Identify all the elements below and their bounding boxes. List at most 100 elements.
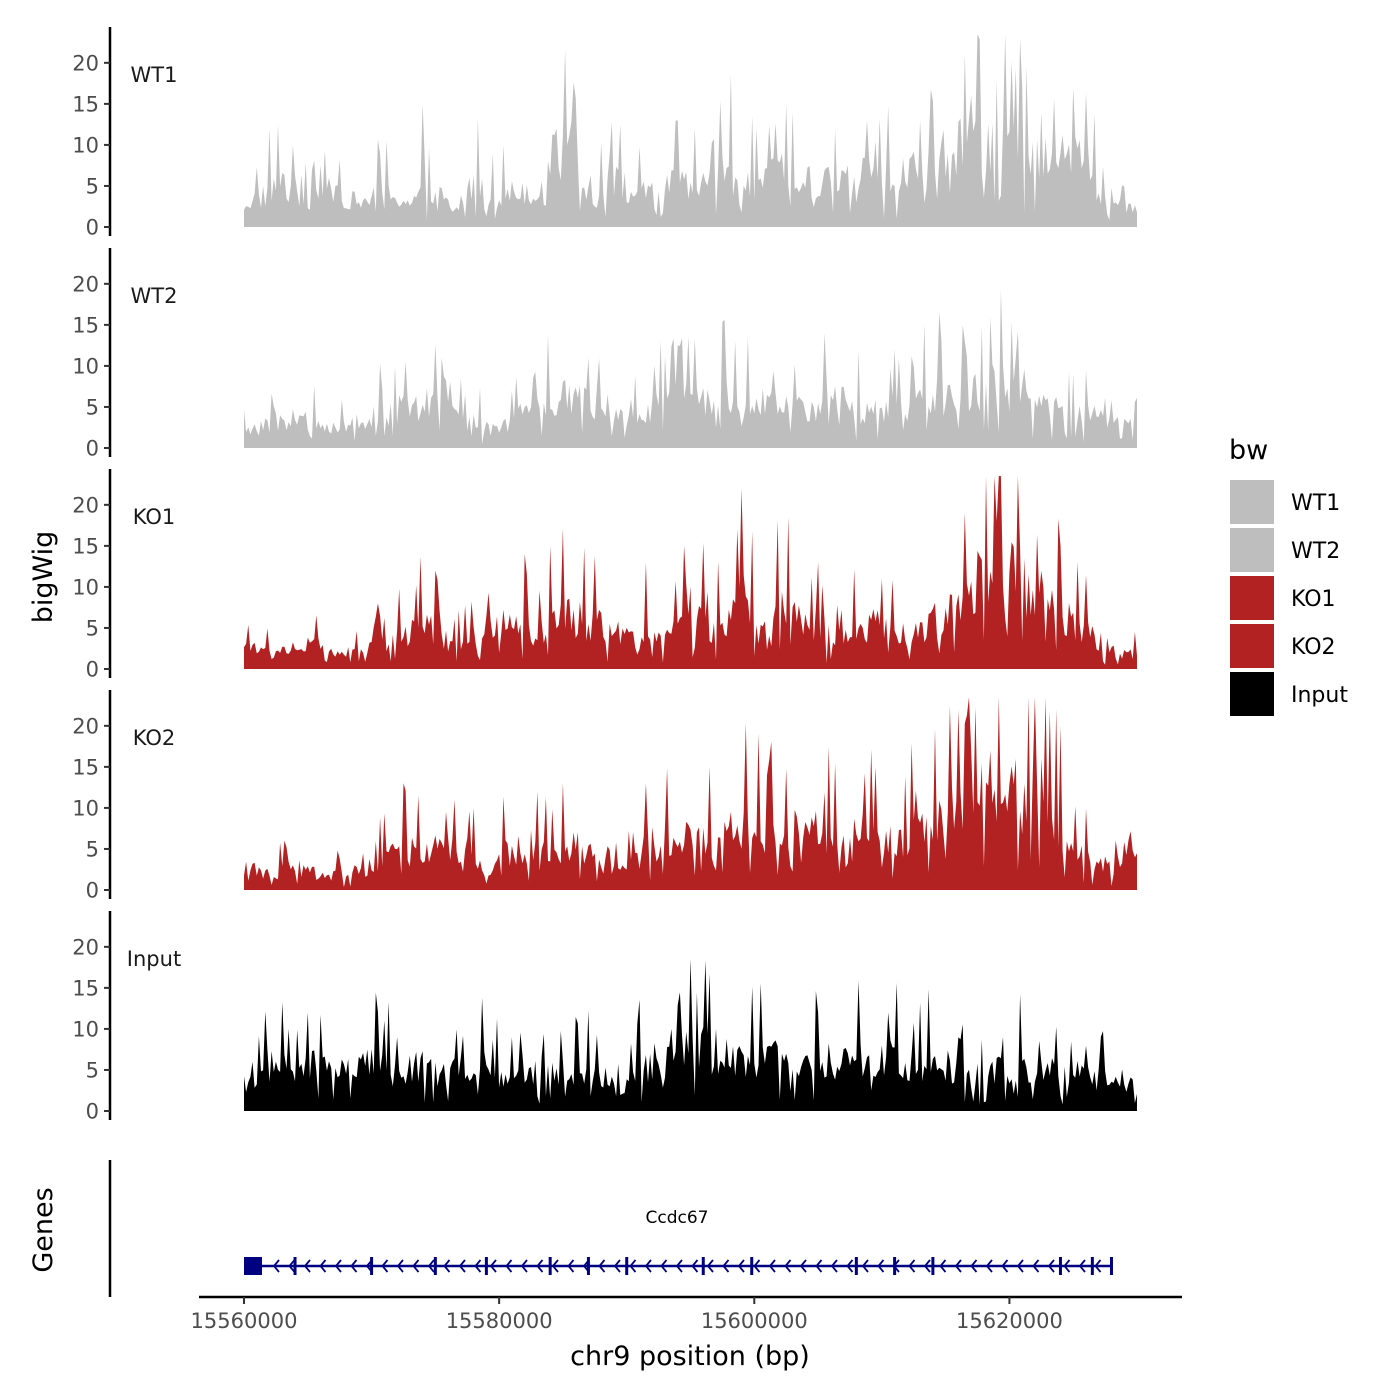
gene-strand-arrow [644, 1259, 652, 1273]
gene-strand-arrow [768, 1259, 776, 1273]
y-tick-label: 15 [72, 313, 99, 337]
y-tick-label: 20 [72, 714, 99, 738]
y-tick-label: 20 [72, 51, 99, 75]
track-label-wt1: WT1 [131, 63, 178, 87]
y-tick-label: 0 [86, 658, 99, 682]
gene-strand-arrow [985, 1259, 993, 1273]
gene-strand-arrow [1063, 1259, 1071, 1273]
gene-strand-arrow [799, 1259, 807, 1273]
legend-label-ko1: KO1 [1291, 587, 1336, 612]
gene-strand-arrow [815, 1259, 823, 1273]
x-tick-label: 15620000 [956, 1309, 1063, 1333]
gene-strand-arrow [567, 1259, 575, 1273]
signal-area-ko1 [244, 476, 1137, 669]
gene-strand-arrow [613, 1259, 621, 1273]
gene-strand-arrow [923, 1259, 931, 1273]
gene-strand-arrow [846, 1259, 854, 1273]
y-tick-label: 0 [86, 1100, 99, 1124]
gene-strand-arrow [272, 1259, 280, 1273]
y-tick-label: 10 [72, 133, 99, 157]
gene-strand-arrow [939, 1259, 947, 1273]
gene-strand-arrow [334, 1259, 342, 1273]
legend-swatch-wt1 [1230, 480, 1274, 524]
y-axis-title: bigWig [28, 531, 59, 624]
y-tick-label: 20 [72, 935, 99, 959]
gene-strand-arrow [737, 1259, 745, 1273]
y-tick-label: 5 [86, 1058, 99, 1082]
gene-strand-arrow [1094, 1259, 1102, 1273]
gene-strand-arrow [629, 1259, 637, 1273]
gene-strand-arrow [489, 1259, 497, 1273]
gene-strand-arrow [830, 1259, 838, 1273]
gene-strand-arrow [691, 1259, 699, 1273]
y-tick-label: 10 [72, 354, 99, 378]
gene-strand-arrow [1016, 1259, 1024, 1273]
signal-area-input [244, 958, 1137, 1111]
gene-strand-arrow [908, 1259, 916, 1273]
gene-strand-arrow [954, 1259, 962, 1273]
genes-axis-title: Genes [28, 1187, 59, 1272]
track-panel-wt2: 0 5 10 15 20 WT2 [72, 248, 1137, 461]
y-tick-label: 10 [72, 796, 99, 820]
gene-strand-arrow [1047, 1259, 1055, 1273]
gene-strand-arrow [412, 1259, 420, 1273]
gene-strand-arrow [660, 1259, 668, 1273]
y-tick-label: 5 [86, 395, 99, 419]
signal-area-wt1 [244, 34, 1137, 227]
gene-strand-arrow [582, 1259, 590, 1273]
gene-strand-arrow [970, 1259, 978, 1273]
legend-swatch-wt2 [1230, 528, 1274, 572]
gene-strand-arrow [1078, 1259, 1086, 1273]
gene-strand-arrow [551, 1259, 559, 1273]
signal-area-ko2 [244, 697, 1137, 890]
y-tick-label: 5 [86, 837, 99, 861]
legend-label-ko2: KO2 [1291, 635, 1336, 660]
track-label-input: Input [127, 947, 181, 971]
y-tick-label: 15 [72, 92, 99, 116]
y-tick-label: 5 [86, 174, 99, 198]
track-label-wt2: WT2 [131, 284, 178, 308]
gene-strand-arrow [505, 1259, 513, 1273]
x-axis-title: chr9 position (bp) [570, 1341, 810, 1372]
gene-strand-arrow [520, 1259, 528, 1273]
gene-strand-arrow [877, 1259, 885, 1273]
signal-area-wt2 [244, 289, 1137, 448]
gene-name-label: Ccdc67 [646, 1208, 709, 1228]
y-tick-label: 0 [86, 879, 99, 903]
y-tick-label: 5 [86, 616, 99, 640]
gene-strand-arrow [288, 1259, 296, 1273]
gene-strand-arrow [784, 1259, 792, 1273]
gene-strand-arrow [892, 1259, 900, 1273]
gene-strand-arrow [443, 1259, 451, 1273]
legend: bw WT1 WT2 KO1 KO2 Input [1229, 435, 1348, 716]
legend-title: bw [1229, 435, 1268, 466]
gene-strand-arrow [536, 1259, 544, 1273]
gene-panel: Ccdc67 [108, 1160, 1113, 1297]
y-tick-label: 15 [72, 976, 99, 1000]
y-tick-label: 0 [86, 437, 99, 461]
gene-strand-arrow [303, 1259, 311, 1273]
legend-label-wt2: WT2 [1291, 539, 1340, 564]
gene-exon-block [244, 1257, 262, 1275]
y-tick-label: 0 [86, 216, 99, 240]
gene-strand-arrow [319, 1259, 327, 1273]
gene-strand-arrow [598, 1259, 606, 1273]
gene-strand-arrow [381, 1259, 389, 1273]
x-tick-label: 15600000 [701, 1309, 808, 1333]
gene-strand-arrow [1032, 1259, 1040, 1273]
gene-strand-arrow [396, 1259, 404, 1273]
legend-label-input: Input [1291, 683, 1348, 708]
bigwig-panels: 0 5 10 15 20 WT1 0 5 10 15 20 WT2 0 5 10 15 20 KO1 0 5 10 15 2… [72, 27, 1137, 1124]
track-panel-input: 0 5 10 15 20 Input [72, 911, 1137, 1124]
track-label-ko1: KO1 [133, 505, 176, 529]
track-panel-ko2: 0 5 10 15 20 KO2 [72, 690, 1137, 903]
y-tick-label: 15 [72, 534, 99, 558]
legend-swatch-ko1 [1230, 576, 1274, 620]
gene-strand-arrow [1001, 1259, 1009, 1273]
track-panel-wt1: 0 5 10 15 20 WT1 [72, 27, 1137, 240]
legend-swatch-ko2 [1230, 624, 1274, 668]
x-axis: 15560000 15580000 15600000 15620000 [191, 1295, 1182, 1333]
gene-strand-arrow [458, 1259, 466, 1273]
gene-strand-arrow [722, 1259, 730, 1273]
